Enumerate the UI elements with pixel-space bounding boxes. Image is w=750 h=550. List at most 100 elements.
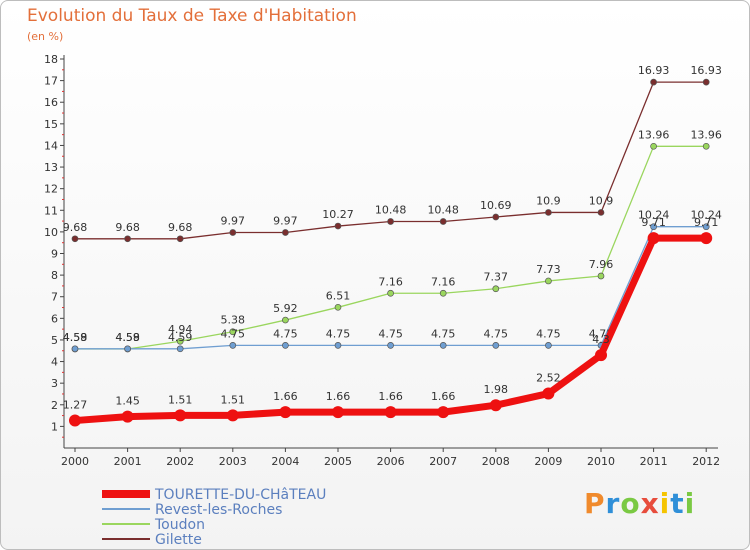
- y-tick-label: 15: [44, 118, 58, 131]
- series-point: [492, 285, 500, 293]
- series-point: [492, 341, 500, 349]
- logo-letter: r: [605, 487, 621, 520]
- legend-label: TOURETTE-DU-CHâTEAU: [154, 487, 326, 503]
- x-tick-label: 2002: [166, 455, 194, 468]
- data-label: 1.51: [221, 393, 246, 406]
- data-label: 4.75: [378, 327, 403, 340]
- series-point: [334, 222, 342, 230]
- series-point: [647, 232, 660, 245]
- data-label: 1.66: [273, 390, 298, 403]
- series-point: [595, 349, 607, 362]
- data-label: 1.66: [326, 390, 351, 403]
- y-tick-label: 1: [51, 420, 58, 433]
- data-label: 9.97: [221, 215, 246, 228]
- data-label: 4.94: [168, 323, 193, 336]
- series-point: [439, 289, 447, 297]
- data-label: 4.59: [63, 331, 88, 344]
- series-point: [282, 229, 289, 236]
- data-label: 7.96: [589, 258, 614, 271]
- x-tick-label: 2006: [377, 455, 405, 468]
- legend-label: Gilette: [155, 532, 202, 548]
- x-tick-label: 2000: [61, 455, 89, 468]
- series-point: [702, 223, 710, 231]
- series-point: [384, 406, 397, 419]
- data-label: 4.75: [273, 327, 298, 340]
- series-point: [226, 409, 239, 422]
- series-point: [332, 406, 344, 419]
- y-tick-label: 13: [44, 161, 58, 174]
- series-point: [124, 345, 131, 353]
- data-label: 10.9: [589, 194, 614, 207]
- data-label: 10.9: [536, 194, 561, 207]
- data-label: 10.69: [480, 199, 512, 212]
- series-point: [700, 232, 713, 245]
- data-label: 1.66: [431, 390, 456, 403]
- data-label: 4.75: [431, 327, 456, 340]
- data-label: 4.75: [326, 327, 351, 340]
- series-point: [597, 209, 605, 216]
- data-label: 13.96: [638, 128, 670, 141]
- y-tick-label: 10: [44, 226, 58, 239]
- series-point: [702, 142, 710, 150]
- data-label: 13.96: [690, 128, 722, 141]
- series-point: [229, 328, 237, 336]
- series-point: [650, 223, 657, 231]
- data-label: 1.66: [378, 390, 403, 403]
- x-tick-label: 2011: [640, 455, 668, 468]
- logo-letter: t: [670, 487, 685, 520]
- series-point: [176, 337, 184, 345]
- series-point: [124, 235, 131, 243]
- series-point: [542, 387, 555, 400]
- series-point: [176, 345, 184, 353]
- data-label: 4.75: [221, 327, 246, 340]
- x-tick-label: 2001: [114, 455, 142, 468]
- x-tick-label: 2012: [692, 455, 720, 468]
- data-label: 4.58: [115, 331, 140, 344]
- y-tick-label: 7: [51, 291, 58, 304]
- series-point: [492, 213, 500, 221]
- data-label: 7.16: [431, 275, 456, 288]
- series-point: [439, 218, 447, 225]
- series-point: [71, 235, 79, 243]
- logo-letter: P: [584, 487, 606, 520]
- series-point: [387, 289, 394, 297]
- data-label: 4.75: [536, 327, 561, 340]
- logo-letter: x: [640, 487, 660, 520]
- x-tick-label: 2003: [219, 455, 247, 468]
- data-label: 4.59: [115, 331, 140, 344]
- data-label: 5.38: [221, 314, 246, 327]
- series-point: [387, 218, 394, 225]
- y-tick-label: 8: [51, 269, 58, 282]
- series-point: [439, 341, 447, 349]
- series-point: [437, 406, 450, 419]
- series-point: [545, 209, 552, 216]
- series-point: [282, 341, 289, 349]
- logo-letter: i: [659, 487, 671, 520]
- logo-letter: o: [620, 487, 641, 520]
- series-point: [121, 410, 134, 423]
- data-label: 1.51: [168, 393, 193, 406]
- data-label: 9.68: [63, 221, 88, 234]
- y-tick-label: 4: [51, 356, 58, 369]
- chart-unit: (en %): [27, 30, 64, 43]
- data-label: 10.24: [638, 209, 670, 222]
- data-label: 7.37: [484, 271, 509, 284]
- logo-letter: i: [684, 487, 696, 520]
- y-tick-label: 6: [51, 312, 58, 325]
- data-label: 4.58: [63, 331, 88, 344]
- logo: Proxiti: [584, 487, 695, 520]
- legend-label: Revest-les-Roches: [155, 502, 282, 518]
- data-label: 7.16: [378, 275, 403, 288]
- data-label: 4.75: [484, 327, 509, 340]
- series-point: [174, 409, 187, 422]
- data-label: 4.59: [168, 331, 193, 344]
- series-point: [176, 235, 184, 243]
- data-label: 16.93: [690, 64, 722, 77]
- data-label: 4.3: [592, 333, 610, 346]
- data-label: 1.98: [484, 383, 509, 396]
- series-point: [282, 316, 289, 324]
- y-tick-label: 14: [44, 139, 58, 152]
- data-label: 9.71: [694, 216, 719, 229]
